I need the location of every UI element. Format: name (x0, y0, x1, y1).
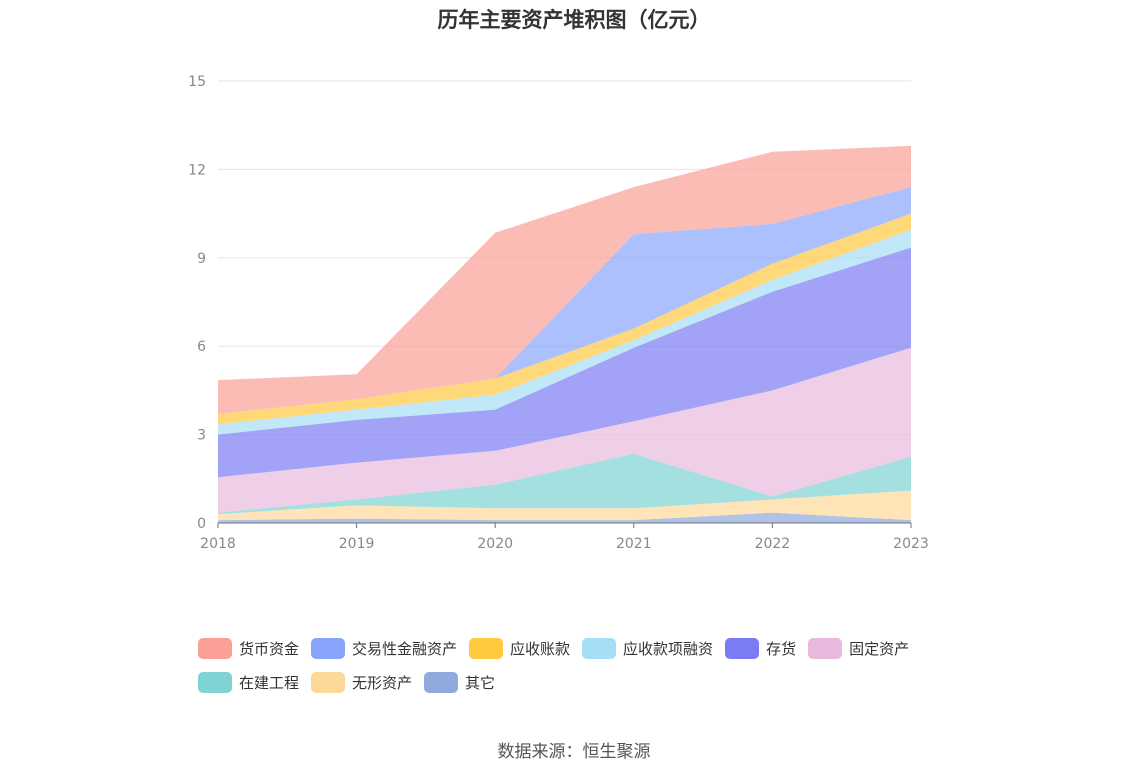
legend-label: 固定资产 (849, 639, 910, 658)
legend-label: 货币资金 (239, 639, 300, 658)
legend-item[interactable]: 货币资金 (198, 636, 299, 660)
y-tick-label: 9 (197, 251, 206, 267)
legend-item[interactable]: 固定资产 (808, 636, 909, 660)
legend-label: 交易性金融资产 (352, 639, 458, 658)
y-tick-label: 3 (197, 428, 206, 444)
y-tick-label: 6 (197, 339, 206, 355)
legend-item[interactable]: 无形资产 (311, 670, 412, 694)
y-tick-label: 0 (197, 516, 206, 532)
legend-swatch (198, 671, 232, 693)
legend-swatch (469, 637, 504, 659)
area-货币资金 (218, 145, 911, 415)
area-在建工程 (218, 453, 911, 515)
legend-item[interactable]: 存货 (725, 636, 796, 660)
legend-swatch (198, 637, 232, 659)
x-tick-label: 2020 (477, 536, 513, 552)
area-无形资产 (218, 490, 911, 521)
legend-label: 无形资产 (352, 673, 413, 692)
area-存货 (218, 247, 911, 478)
x-tick-label: 2018 (200, 536, 236, 552)
legend-item[interactable]: 其它 (424, 670, 495, 694)
x-tick-label: 2021 (616, 536, 652, 552)
legend-label: 应收款项融资 (623, 639, 714, 658)
chart-legend: 货币资金 交易性金融资产 应收账款 应收款项融资 存货 固定资产在建工程 无形资产 其它 (198, 636, 978, 694)
y-tick-label: 15 (188, 74, 206, 90)
legend-swatch (311, 637, 346, 659)
legend-item[interactable]: 应收账款 (469, 636, 570, 660)
legend-label: 存货 (766, 639, 797, 658)
area-series (218, 145, 911, 523)
legend-item[interactable]: 应收款项融资 (582, 636, 713, 660)
legend-label: 其它 (465, 673, 496, 692)
legend-swatch (582, 637, 617, 659)
chart-title: 历年主要资产堆积图（亿元） (437, 8, 711, 32)
area-其它 (218, 512, 911, 523)
y-tick-label: 12 (188, 162, 206, 178)
x-tick-label: 2022 (755, 536, 791, 552)
legend-swatch (808, 637, 843, 659)
data-source-note: 数据来源：恒生聚源 (497, 742, 651, 762)
area-固定资产 (218, 347, 911, 513)
area-交易性金融资产 (218, 187, 911, 414)
legend-item[interactable]: 在建工程 (198, 670, 299, 694)
legend-item[interactable]: 交易性金融资产 (311, 636, 457, 660)
stacked-area-chart: 0 3 6 9 12 15 2018 2019 2020 2021 2022 2023 (188, 74, 929, 552)
legend-label: 在建工程 (239, 673, 300, 692)
legend-swatch (424, 671, 459, 693)
legend-swatch (725, 637, 760, 659)
legend-swatch (311, 671, 346, 693)
x-tick-label: 2023 (893, 536, 929, 552)
legend-label: 应收账款 (510, 639, 571, 658)
x-tick-label: 2019 (339, 536, 375, 552)
axes: 0 3 6 9 12 15 2018 2019 2020 2021 2022 2023 (188, 74, 929, 552)
